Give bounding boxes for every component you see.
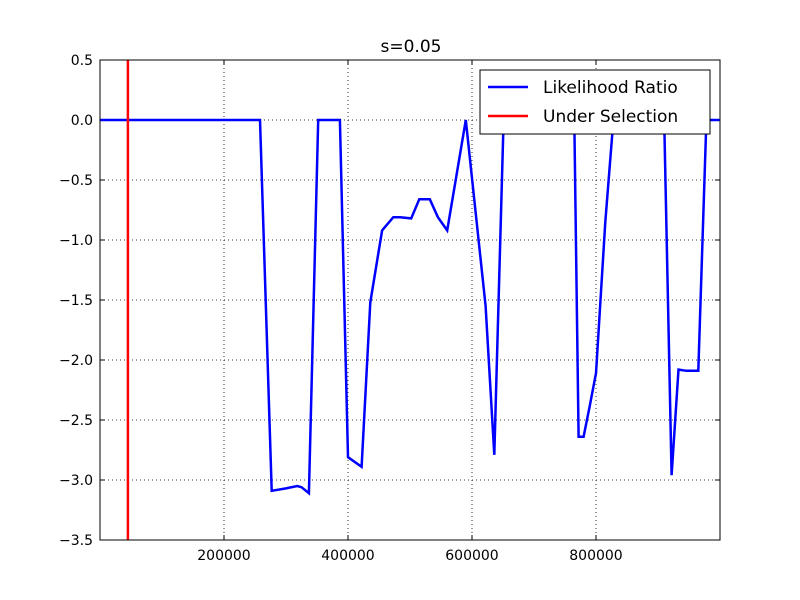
legend-label: Likelihood Ratio	[543, 78, 678, 98]
x-tick-label: 400000	[321, 548, 374, 564]
y-tick-label: −3.0	[59, 473, 93, 489]
y-tick-label: −2.0	[59, 353, 93, 369]
x-tick-label: 600000	[445, 548, 498, 564]
plot-frame	[99, 59, 721, 541]
y-tick-label: −1.5	[59, 293, 93, 309]
y-tick-label: −0.5	[59, 173, 93, 189]
y-tick-label: 0.0	[71, 113, 93, 129]
legend-label: Under Selection	[543, 107, 678, 127]
y-tick-label: 0.5	[71, 53, 93, 69]
chart-title: s=0.05	[381, 37, 442, 57]
y-tick-label: −2.5	[59, 413, 93, 429]
legend-box	[479, 69, 711, 135]
x-tick-label: 800000	[569, 548, 622, 564]
y-tick-label: −1.0	[59, 233, 93, 249]
x-tick-label: 200000	[197, 548, 250, 564]
y-tick-label: −3.5	[59, 533, 93, 549]
